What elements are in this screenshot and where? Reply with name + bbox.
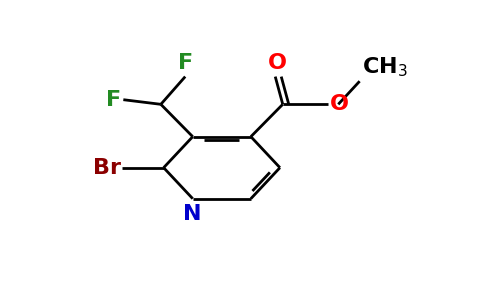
Text: O: O xyxy=(268,53,287,73)
Text: F: F xyxy=(106,90,121,110)
Text: N: N xyxy=(183,205,202,224)
Text: F: F xyxy=(178,53,193,73)
Text: CH$_3$: CH$_3$ xyxy=(362,55,407,79)
Text: O: O xyxy=(330,94,348,114)
Text: Br: Br xyxy=(92,158,121,178)
